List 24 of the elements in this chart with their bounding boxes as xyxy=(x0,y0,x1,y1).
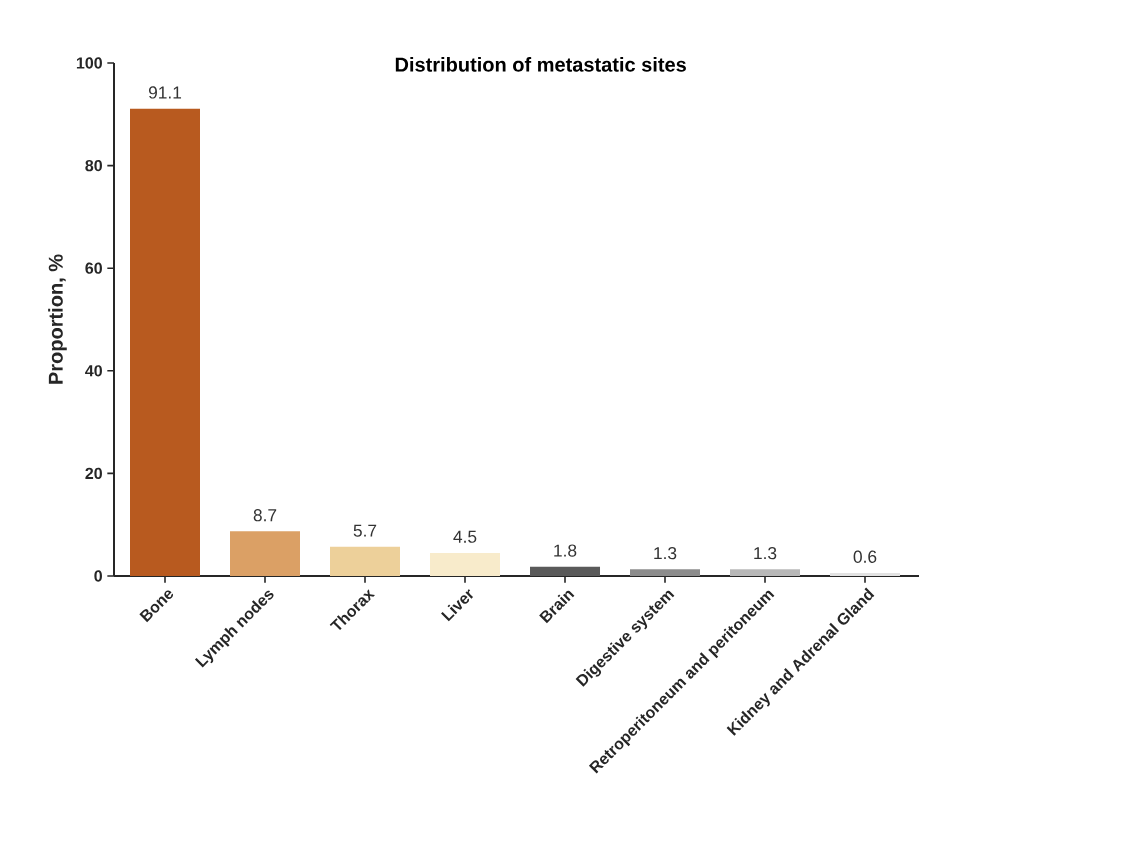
y-tick-label: 60 xyxy=(85,262,102,274)
data-label: 1.3 xyxy=(654,547,677,560)
bar xyxy=(630,569,700,576)
y-tick-label: 20 xyxy=(85,467,102,480)
y-tick-label: 100 xyxy=(76,57,102,69)
y-tick-label: 0 xyxy=(94,570,102,582)
y-tick-label: 40 xyxy=(85,365,102,377)
bar xyxy=(830,572,900,576)
data-label: 5.7 xyxy=(353,524,377,537)
data-label: 1.8 xyxy=(554,544,577,557)
bar xyxy=(130,108,200,576)
data-label: 8.7 xyxy=(253,509,277,522)
bar xyxy=(730,569,801,576)
data-label: 4.5 xyxy=(453,530,477,543)
chart-title: Distribution of metastatic sites xyxy=(395,57,686,72)
data-label: 1.3 xyxy=(754,547,777,560)
bar xyxy=(430,552,500,576)
bar xyxy=(230,531,300,576)
data-label: 0.6 xyxy=(853,550,877,563)
bar xyxy=(330,546,400,576)
bar xyxy=(530,566,601,576)
y-axis-title: Proportion, % xyxy=(48,254,67,384)
data-label: 91.1 xyxy=(148,86,182,99)
y-tick-label: 80 xyxy=(85,159,102,172)
